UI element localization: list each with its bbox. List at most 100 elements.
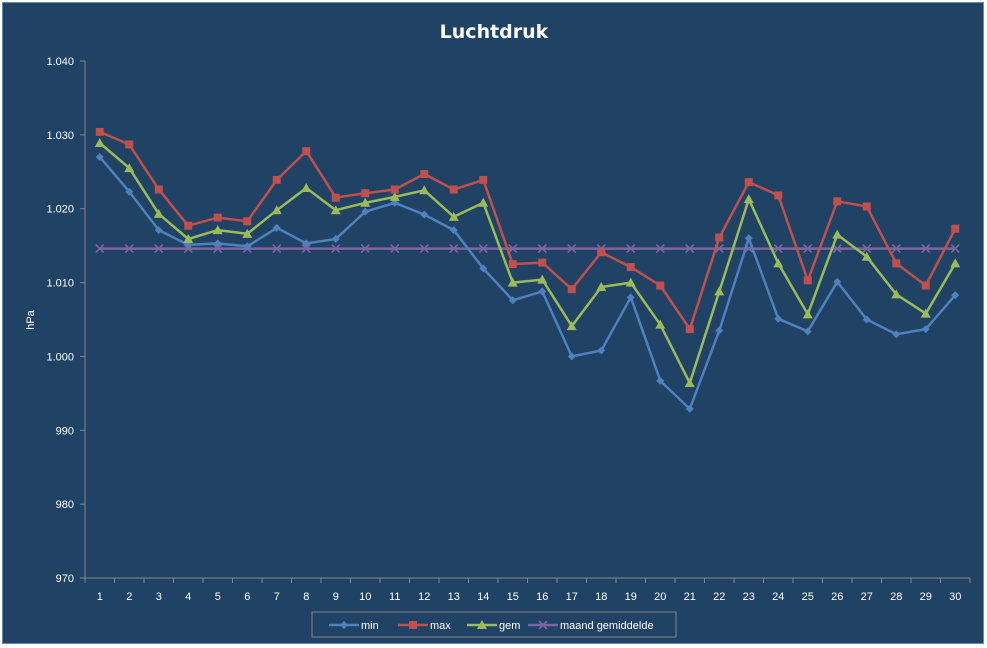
x-tick-label: 14 [477,591,489,603]
data-point [892,259,901,268]
data-point [655,319,666,329]
data-point [361,189,370,198]
x-tick-label: 7 [274,591,280,603]
data-point [626,263,635,272]
data-point [891,244,901,254]
data-point [567,352,576,361]
x-tick-label: 13 [448,591,460,603]
data-point [626,244,636,254]
data-point [832,244,842,254]
data-point [538,287,547,296]
legend-marker [409,621,417,629]
data-point [626,293,635,302]
data-point [479,175,488,184]
x-tick-label: 18 [595,591,607,603]
data-point [685,325,694,334]
data-point [301,244,311,254]
series-layer [94,127,961,413]
data-point [302,147,311,156]
y-tick-label: 1.020 [46,204,74,216]
data-point [656,281,665,290]
legend-item: min [329,620,379,632]
data-point [833,277,842,286]
data-point [833,197,842,206]
data-point [743,194,754,204]
y-axis-ticks: 970 980 990 1.000 1.010 1.020 1.030 1.040 [46,56,85,585]
x-tick-label: 2 [126,591,132,603]
x-tick-label: 19 [625,591,637,603]
data-point [360,244,370,254]
data-point [773,244,783,254]
data-point [625,277,636,287]
data-point [715,326,724,335]
data-point [419,244,429,254]
data-point [125,187,134,196]
y-tick-label: 980 [56,499,74,511]
data-point [803,327,812,336]
data-point [153,208,164,218]
data-point [331,234,340,243]
legend-item: max [398,620,451,632]
data-point [183,233,194,243]
data-point [862,315,871,324]
data-point [507,277,518,287]
data-point [508,296,517,305]
data-point [420,170,429,179]
data-point [213,213,222,222]
data-point [537,274,548,284]
data-point [685,404,694,413]
data-point [921,244,931,254]
x-tick-label: 5 [215,591,221,603]
data-point [449,226,458,235]
y-tick-label: 970 [56,573,74,585]
legend-label: maand gemiddelde [560,620,654,632]
data-point [213,244,223,254]
data-point [243,217,252,226]
data-point [272,244,282,254]
data-point [389,191,400,201]
x-tick-label: 30 [949,591,961,603]
data-point [243,242,252,251]
data-point [419,185,430,195]
x-tick-label: 20 [654,591,666,603]
data-point [213,239,222,248]
x-tick-label: 28 [890,591,902,603]
legend-marker [477,620,487,629]
x-tick-label: 29 [920,591,932,603]
x-tick-label: 6 [244,591,250,603]
x-tick-label: 23 [743,591,755,603]
data-point [449,244,459,254]
data-point [361,207,370,216]
data-point [420,210,429,219]
x-tick-label: 3 [156,591,162,603]
data-point [862,202,871,211]
data-point [125,140,134,149]
data-point [538,258,547,267]
data-point [94,137,105,147]
data-point [124,163,135,173]
series-line [99,130,957,331]
x-tick-label: 16 [536,591,548,603]
data-point [921,325,930,334]
data-point [154,185,163,194]
data-point [774,191,783,200]
x-tick-label: 25 [802,591,814,603]
data-point [714,286,725,296]
data-point [655,244,665,254]
data-point [921,281,930,290]
data-point [773,258,784,268]
x-tick-label: 4 [185,591,191,603]
data-point [596,282,607,292]
y-tick-label: 1.000 [46,351,74,363]
data-point [390,185,399,194]
x-tick-label: 26 [831,591,843,603]
legend-marker [340,621,348,629]
data-point [715,233,724,242]
data-point [803,244,813,254]
data-point [892,330,901,339]
data-point [95,153,104,162]
series-line [98,156,957,411]
data-point [448,211,459,221]
data-point [567,244,577,254]
